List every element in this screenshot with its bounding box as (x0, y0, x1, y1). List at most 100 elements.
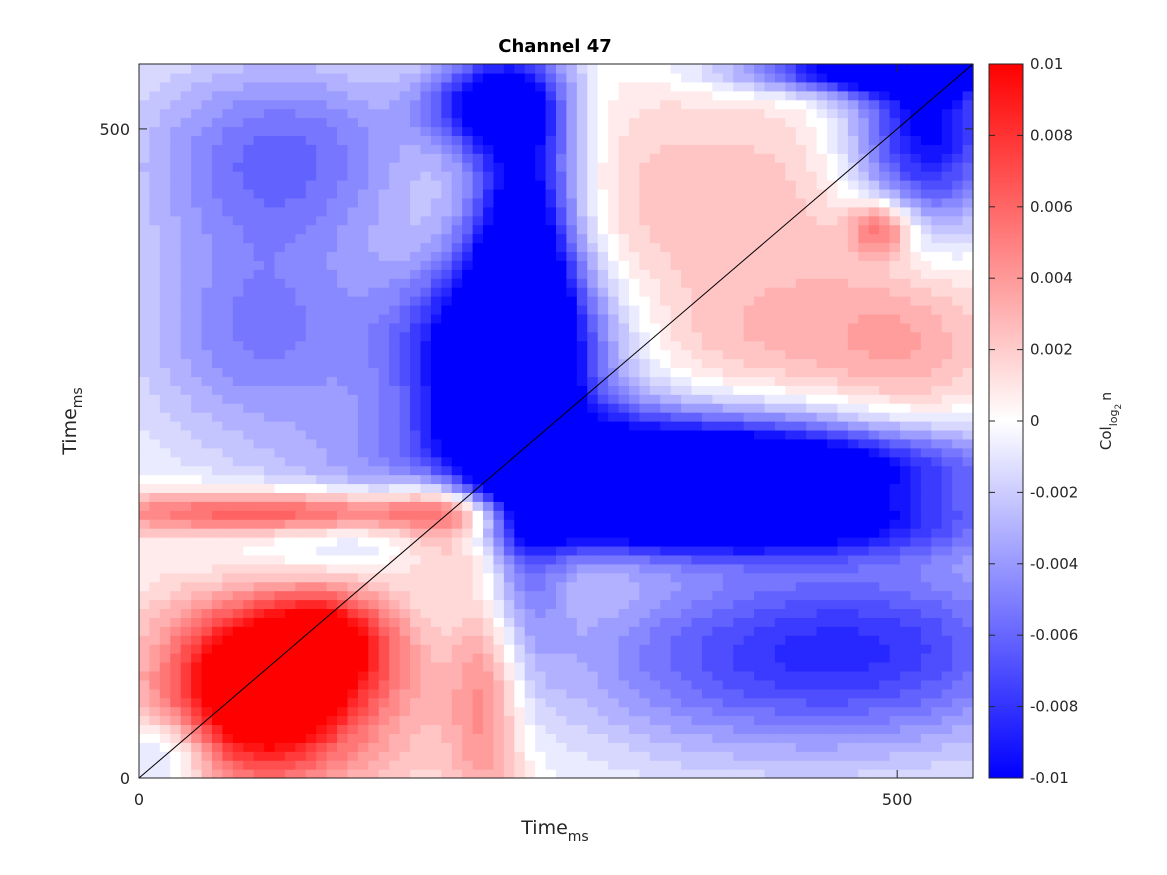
heatmap-cell (462, 742, 474, 752)
heatmap-cell (180, 313, 192, 324)
heatmap-cell (556, 679, 568, 690)
heatmap-cell (524, 715, 536, 726)
heatmap-cell (211, 519, 224, 529)
heatmap-cell (556, 724, 568, 734)
heatmap-cell (608, 64, 620, 74)
heatmap-cell (170, 545, 182, 556)
heatmap-cell (472, 260, 484, 270)
heatmap-cell (556, 64, 568, 74)
heatmap-cell (754, 581, 766, 592)
heatmap-cell (326, 322, 338, 333)
heatmap-cell (389, 403, 401, 413)
heatmap-cell (691, 153, 703, 163)
heatmap-cell (441, 465, 453, 476)
heatmap-cell (337, 760, 349, 770)
heatmap-cell (264, 340, 276, 351)
heatmap-cell (774, 581, 786, 592)
heatmap-cell (670, 108, 682, 119)
heatmap-cell (681, 626, 693, 636)
heatmap-cell (545, 108, 557, 119)
heatmap-cell (357, 403, 369, 413)
heatmap-cell (670, 403, 682, 413)
heatmap-cell (232, 626, 244, 636)
heatmap-cell (159, 340, 171, 351)
heatmap-cell (701, 296, 713, 306)
heatmap-cell (472, 421, 484, 431)
heatmap-cell (743, 590, 755, 601)
heatmap-cell (357, 215, 369, 226)
heatmap-cell (326, 501, 338, 511)
heatmap-cell (430, 581, 442, 592)
heatmap-cell (149, 724, 161, 734)
heatmap-cell (357, 180, 369, 190)
heatmap-cell (410, 474, 422, 485)
heatmap-cell (441, 322, 453, 333)
heatmap-cell (576, 554, 588, 565)
heatmap-cell (410, 358, 422, 369)
heatmap-cell (670, 171, 682, 181)
heatmap-cell (670, 572, 682, 583)
heatmap-cell (618, 206, 630, 217)
heatmap-cell (597, 117, 609, 128)
heatmap-cell (357, 162, 369, 172)
heatmap-cell (576, 492, 588, 502)
heatmap-cell (764, 715, 776, 726)
heatmap-cell (701, 331, 713, 342)
heatmap-cell (618, 608, 630, 618)
heatmap-cell (410, 706, 422, 717)
heatmap-cell (660, 90, 672, 101)
heatmap-cell (556, 519, 568, 529)
heatmap-cell (180, 331, 192, 342)
heatmap-cell (378, 260, 390, 270)
heatmap-cell (274, 304, 286, 315)
heatmap-cell (462, 715, 474, 726)
heatmap-cell (743, 670, 755, 681)
heatmap-cell (243, 447, 255, 458)
heatmap-cell (139, 180, 151, 190)
heatmap-cell (483, 72, 495, 83)
heatmap-cell (785, 545, 797, 556)
heatmap-cell (503, 376, 515, 386)
heatmap-cell (357, 474, 369, 485)
heatmap-cell (368, 215, 380, 226)
heatmap-cell (284, 670, 296, 681)
heatmap-cell (264, 251, 276, 261)
heatmap-cell (368, 519, 380, 529)
heatmap-cell (201, 215, 213, 226)
heatmap-cell (514, 349, 526, 360)
heatmap-cell (316, 474, 328, 485)
heatmap-cell (295, 545, 307, 556)
heatmap-cell (712, 81, 724, 92)
heatmap-cell (754, 349, 766, 360)
heatmap-cell (774, 251, 786, 261)
heatmap-cell (451, 510, 463, 520)
heatmap-cell (316, 385, 328, 395)
heatmap-cell (608, 304, 620, 315)
heatmap-cell (576, 510, 588, 520)
heatmap-cell (733, 180, 745, 190)
heatmap-cell (284, 626, 296, 636)
heatmap-cell (597, 519, 609, 529)
heatmap-cell (191, 349, 203, 360)
heatmap-cell (410, 81, 422, 92)
heatmap-cell (524, 501, 536, 511)
heatmap-cell (201, 162, 213, 172)
heatmap-cell (556, 260, 568, 270)
heatmap-cell (597, 90, 609, 101)
heatmap-cell (597, 456, 609, 467)
heatmap-cell (639, 465, 651, 476)
heatmap-cell (493, 180, 505, 190)
heatmap-cell (733, 563, 745, 574)
heatmap-cell (232, 224, 244, 235)
heatmap-cell (774, 635, 786, 645)
heatmap-cell (357, 688, 369, 699)
heatmap-cell (139, 135, 151, 145)
heatmap-cell (441, 483, 453, 493)
heatmap-cell (264, 349, 276, 360)
heatmap-cell (232, 215, 244, 226)
heatmap-cell (712, 733, 724, 743)
heatmap-cell (191, 421, 203, 431)
heatmap-cell (347, 626, 359, 636)
heatmap-cell (389, 760, 401, 770)
heatmap-cell (545, 171, 557, 181)
